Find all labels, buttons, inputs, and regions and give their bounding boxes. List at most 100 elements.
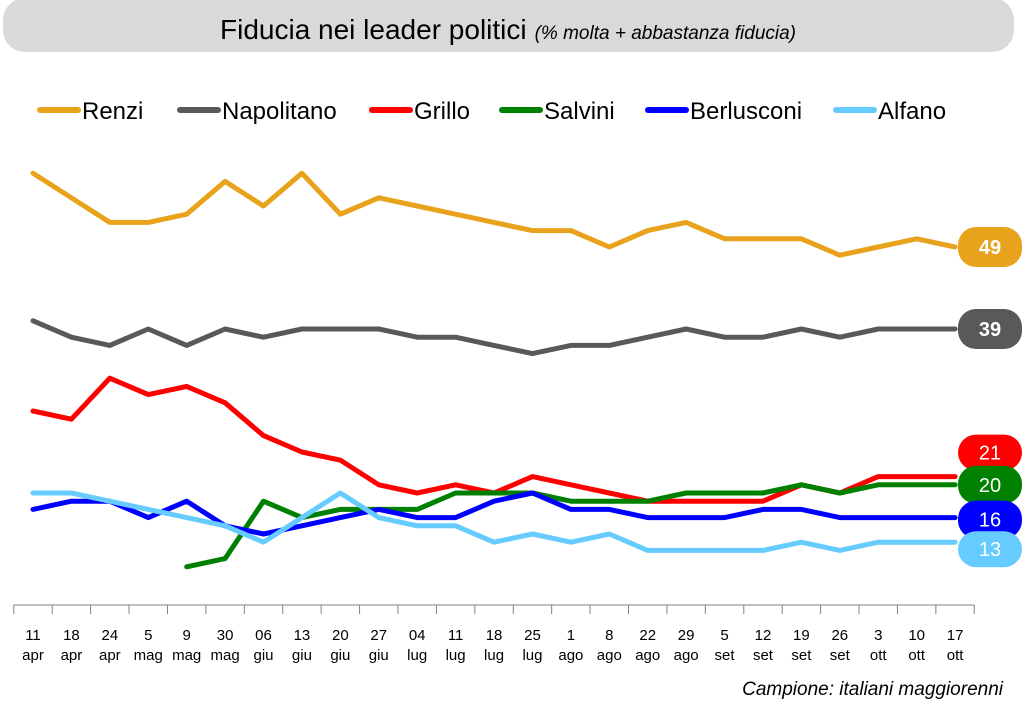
x-tick-label: 1 ago <box>558 627 583 664</box>
end-label-badge-berlusconi <box>958 500 1022 539</box>
x-tick-label-line: 17 <box>947 627 964 644</box>
x-tick-label: 11 apr <box>22 627 44 664</box>
legend: Renzi Napolitano Grillo Salvini Berlusconi Al… <box>37 98 946 125</box>
x-tick-label-line: lug <box>484 647 504 664</box>
x-tick-label-line: 12 <box>755 627 772 644</box>
x-tick-label-line: set <box>715 647 736 664</box>
x-tick-label: 9 mag <box>172 627 201 664</box>
x-tick-label-line: 04 <box>409 627 426 644</box>
x-tick-label: 06 giu <box>254 627 274 664</box>
x-tick-label-line: set <box>791 647 812 664</box>
x-tick-label: 29 ago <box>674 627 699 664</box>
x-tick-label: 11 lug <box>446 627 466 664</box>
end-label-salvini: 20 <box>958 465 1022 504</box>
x-tick-label-line: set <box>830 647 851 664</box>
x-tick-label-line: mag <box>172 647 201 664</box>
series-line-salvini <box>184 482 958 570</box>
legend-label-berlusconi: Berlusconi <box>690 98 802 125</box>
end-label-badge-grillo <box>958 434 1022 471</box>
x-tick-label-line: 11 <box>448 627 464 644</box>
x-tick-label-line: ott <box>870 647 888 664</box>
legend-label-napolitano: Napolitano <box>222 98 337 125</box>
title-area: Fiducia nei leader politici (% molta + ab… <box>3 0 1014 52</box>
end-label-grillo: 21 <box>958 434 1022 471</box>
x-tick-label: 18 apr <box>61 627 83 664</box>
x-tick-label-line: 18 <box>486 627 503 644</box>
x-tick-label-line: ago <box>558 647 583 664</box>
x-tick-label-line: 8 <box>605 627 613 644</box>
x-tick-label: 5 set <box>715 627 736 664</box>
end-label-alfano: 13 <box>958 531 1022 568</box>
x-tick-label-line: apr <box>61 647 83 664</box>
end-label-value-salvini: 20 <box>979 475 1001 497</box>
x-tick-label: 22 ago <box>635 627 660 664</box>
series-line-napolitano <box>30 318 958 357</box>
end-label-berlusconi: 16 <box>958 500 1022 539</box>
x-tick-label-line: mag <box>134 647 163 664</box>
title-box <box>3 0 1014 52</box>
end-label-badge-alfano <box>958 531 1022 568</box>
series-lines <box>30 170 958 570</box>
end-labels: 49 39 21 20 16 13 <box>958 227 1022 568</box>
x-tick-label-line: lug <box>522 647 542 664</box>
x-tick-label: 10 ott <box>908 627 926 664</box>
x-tick-label-line: 5 <box>720 627 728 644</box>
x-tick-label-line: 9 <box>183 627 191 644</box>
end-label-value-napolitano: 39 <box>979 319 1001 341</box>
legend-label-salvini: Salvini <box>544 98 615 125</box>
x-tick-label: 19 set <box>791 627 812 664</box>
end-label-value-renzi: 49 <box>979 237 1001 259</box>
chart-subtitle: (% molta + abbastanza fiducia) <box>535 23 796 44</box>
x-tick-label-line: ott <box>947 647 965 664</box>
x-tick-label: 04 lug <box>407 627 427 664</box>
x-tick-label: 8 ago <box>597 627 622 664</box>
x-tick-label-line: lug <box>407 647 427 664</box>
x-tick-label-line: apr <box>99 647 121 664</box>
x-tick-label-line: ago <box>635 647 660 664</box>
x-tick-label-line: 06 <box>255 627 272 644</box>
x-tick-label-line: giu <box>330 647 350 664</box>
x-axis-ticks <box>13 605 975 614</box>
end-label-value-berlusconi: 16 <box>979 510 1001 532</box>
series-line-berlusconi <box>30 490 958 537</box>
x-tick-label-line: 5 <box>144 627 152 644</box>
legend-item-renzi: Renzi <box>37 98 143 125</box>
x-tick-label-line: mag <box>211 647 240 664</box>
x-tick-label-line: 1 <box>567 627 575 644</box>
x-tick-label-line: 13 <box>294 627 311 644</box>
x-tick-label-line: 3 <box>874 627 882 644</box>
x-tick-label-line: 24 <box>101 627 118 644</box>
legend-item-berlusconi: Berlusconi <box>645 98 802 125</box>
x-tick-label-line: 20 <box>332 627 349 644</box>
x-tick-label: 12 set <box>753 627 774 664</box>
end-label-badge-napolitano <box>958 309 1022 349</box>
x-tick-label: 26 set <box>830 627 851 664</box>
legend-item-alfano: Alfano <box>833 98 946 125</box>
x-tick-label-line: 29 <box>678 627 695 644</box>
chart-title-main: Fiducia nei leader politici <box>220 14 527 45</box>
x-tick-label: 25 lug <box>522 627 542 664</box>
end-label-badge-renzi <box>958 227 1022 267</box>
x-tick-label-line: ago <box>674 647 699 664</box>
x-tick-label-line: 19 <box>793 627 810 644</box>
x-tick-label: 17 ott <box>947 627 965 664</box>
end-label-renzi: 49 <box>958 227 1022 267</box>
x-tick-label: 30 mag <box>211 627 240 664</box>
legend-item-grillo: Grillo <box>369 98 470 125</box>
x-tick-label: 5 mag <box>134 627 163 664</box>
x-tick-label-line: ago <box>597 647 622 664</box>
series-line-renzi <box>30 170 958 258</box>
x-tick-label: 20 giu <box>330 627 350 664</box>
x-tick-label: 13 giu <box>292 627 312 664</box>
x-tick-label-line: 11 <box>25 627 41 644</box>
x-tick-label-line: 25 <box>524 627 541 644</box>
legend-item-salvini: Salvini <box>499 98 615 125</box>
legend-item-napolitano: Napolitano <box>177 98 337 125</box>
x-tick-label: 18 lug <box>484 627 504 664</box>
x-tick-label-line: giu <box>292 647 312 664</box>
end-label-value-alfano: 13 <box>979 539 1001 561</box>
x-tick-label-line: apr <box>22 647 44 664</box>
x-tick-label-line: 30 <box>217 627 234 644</box>
